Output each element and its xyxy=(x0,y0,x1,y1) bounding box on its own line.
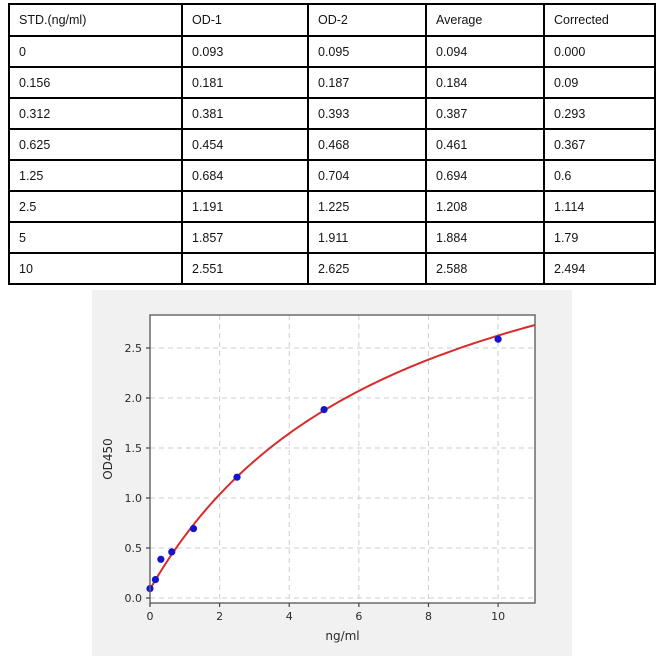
table-cell: 0.468 xyxy=(307,128,427,161)
table-cell: 10 xyxy=(8,252,183,285)
standard-curve-chart: 0 2 4 6 8 10 0.0 0.5 1.0 1.5 2.0 2.5 ng/ml OD450 xyxy=(101,314,536,643)
y-tick-label: 1.0 xyxy=(125,492,143,505)
data-point xyxy=(157,555,165,563)
data-point xyxy=(151,576,160,584)
table-header-cell: OD-1 xyxy=(181,3,309,37)
table-cell: 0.454 xyxy=(181,128,309,161)
table-cell: 0.393 xyxy=(307,97,427,130)
table-cell: 1.191 xyxy=(181,190,309,223)
table-cell: 2.551 xyxy=(181,252,309,285)
x-tick-label: 0 xyxy=(147,610,154,623)
table-row: 10 2.551 2.625 2.588 2.494 xyxy=(8,252,656,285)
y-tick-label: 0.0 xyxy=(125,592,143,605)
table-cell: 0.181 xyxy=(181,66,309,99)
table-cell: 0.381 xyxy=(181,97,309,130)
table-header-row: STD.(ng/ml) OD-1 OD-2 Average Corrected xyxy=(8,3,656,37)
data-point xyxy=(189,525,198,533)
fit-curve xyxy=(149,324,536,590)
table-row: 0.312 0.381 0.393 0.387 0.293 xyxy=(8,97,656,130)
y-axis-label: OD450 xyxy=(101,438,115,480)
y-tick-label: 2.0 xyxy=(125,392,143,405)
table-cell: 0.187 xyxy=(307,66,427,99)
data-point xyxy=(320,406,328,414)
table-cell: 2.588 xyxy=(425,252,545,285)
table-cell: 2.625 xyxy=(307,252,427,285)
table-cell: 0.156 xyxy=(8,66,183,99)
x-tick-label: 2 xyxy=(216,610,223,623)
y-tick-label: 1.5 xyxy=(125,442,143,455)
table-cell: 0.704 xyxy=(307,159,427,192)
table-cell: 0.293 xyxy=(543,97,656,130)
table-cell: 0.387 xyxy=(425,97,545,130)
table-header-cell: OD-2 xyxy=(307,3,427,37)
table-cell: 0.6 xyxy=(543,159,656,192)
x-axis-label: ng/ml xyxy=(325,629,359,643)
table-cell: 2.5 xyxy=(8,190,183,223)
x-tick-label: 6 xyxy=(355,610,362,623)
table-cell: 0.461 xyxy=(425,128,545,161)
table-cell: 2.494 xyxy=(543,252,656,285)
table-row: 1.25 0.684 0.704 0.694 0.6 xyxy=(8,159,656,192)
data-point xyxy=(168,548,176,556)
table-row: 5 1.857 1.911 1.884 1.79 xyxy=(8,221,656,254)
table-cell: 0.694 xyxy=(425,159,545,192)
table-header-cell: Corrected xyxy=(543,3,656,37)
table-cell: 1.79 xyxy=(543,221,656,254)
plot-area xyxy=(150,315,535,603)
x-tick-label: 10 xyxy=(491,610,505,623)
table-header-cell: Average xyxy=(425,3,545,37)
table-header-cell: STD.(ng/ml) xyxy=(8,3,183,37)
table-cell: 0.095 xyxy=(307,35,427,68)
plot-spines xyxy=(149,314,536,604)
table-cell: 0.094 xyxy=(425,35,545,68)
table-cell: 0.184 xyxy=(425,66,545,99)
table-row: 0.156 0.181 0.187 0.184 0.09 xyxy=(8,66,656,99)
table-cell: 0.312 xyxy=(8,97,183,130)
table-cell: 5 xyxy=(8,221,183,254)
table-cell: 1.114 xyxy=(543,190,656,223)
table-cell: 1.911 xyxy=(307,221,427,254)
table-row: 0.625 0.454 0.468 0.461 0.367 xyxy=(8,128,656,161)
table-cell: 0.625 xyxy=(8,128,183,161)
y-tick-label: 0.5 xyxy=(125,542,143,555)
table-cell: 1.208 xyxy=(425,190,545,223)
x-tick-label: 8 xyxy=(425,610,432,623)
table-cell: 0.367 xyxy=(543,128,656,161)
table-cell: 0.684 xyxy=(181,159,309,192)
y-tick-label: 2.5 xyxy=(125,342,143,355)
table-cell: 0.000 xyxy=(543,35,656,68)
x-tick-label: 4 xyxy=(286,610,293,623)
table-cell: 0.093 xyxy=(181,35,309,68)
data-point xyxy=(233,473,241,481)
standard-curve-figure: 0 2 4 6 8 10 0.0 0.5 1.0 1.5 2.0 2.5 ng/ml OD450 xyxy=(92,290,572,656)
table-cell: 0.09 xyxy=(543,66,656,99)
standards-table-body: STD.(ng/ml) OD-1 OD-2 Average Corrected 0 0.09… xyxy=(8,3,656,285)
table-cell: 1.857 xyxy=(181,221,309,254)
table-row: 0 0.093 0.095 0.094 0.000 xyxy=(8,35,656,68)
table-cell: 1.225 xyxy=(307,190,427,223)
table-row: 2.5 1.191 1.225 1.208 1.114 xyxy=(8,190,656,223)
standards-table: STD.(ng/ml) OD-1 OD-2 Average Corrected 0 0.09… xyxy=(8,3,656,285)
table-cell: 0 xyxy=(8,35,183,68)
table-cell: 1.25 xyxy=(8,159,183,192)
table-cell: 1.884 xyxy=(425,221,545,254)
data-point xyxy=(494,335,502,343)
